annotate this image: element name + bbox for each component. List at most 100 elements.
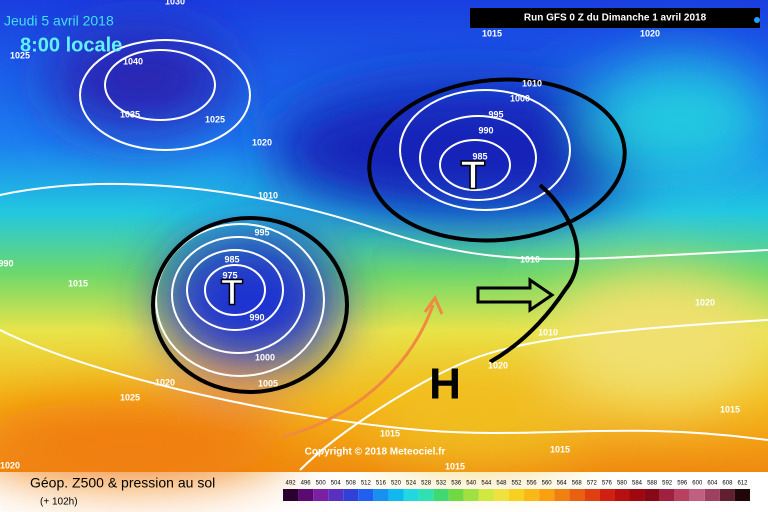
isobar-label: 1030 bbox=[165, 0, 185, 6]
legend-label: 580 bbox=[617, 481, 628, 487]
legend-label: 608 bbox=[722, 481, 733, 487]
isobar-label: 990 bbox=[478, 125, 493, 135]
isobar-label: 1020 bbox=[0, 460, 20, 470]
legend-swatch bbox=[674, 489, 690, 501]
legend-swatch bbox=[358, 489, 374, 501]
isobar-label: 1005 bbox=[258, 378, 278, 388]
isobar-label: 1015 bbox=[68, 278, 88, 288]
legend-swatch bbox=[584, 489, 600, 501]
isobar-label: 1025 bbox=[205, 114, 225, 124]
isobar-label: 1020 bbox=[640, 28, 660, 38]
legend-label: 560 bbox=[542, 481, 553, 487]
annotations bbox=[151, 77, 627, 439]
high-pressure: H bbox=[429, 360, 461, 409]
legend-swatch bbox=[388, 489, 404, 501]
isobar-label: 975 bbox=[222, 270, 237, 280]
legend-label: 588 bbox=[647, 481, 658, 487]
legend-swatch bbox=[328, 489, 344, 501]
isobar-label: 1020 bbox=[695, 297, 715, 307]
isobar-label: 1020 bbox=[155, 377, 175, 387]
legend-label: 612 bbox=[737, 481, 748, 487]
legend-swatch bbox=[629, 489, 645, 501]
legend-label: 528 bbox=[421, 481, 432, 487]
legend-label: 544 bbox=[481, 481, 492, 487]
legend-swatch bbox=[463, 489, 479, 501]
isobar-label: 1020 bbox=[488, 360, 508, 370]
legend-label: 536 bbox=[451, 481, 462, 487]
legend-swatch bbox=[689, 489, 705, 501]
legend-label: 584 bbox=[632, 481, 643, 487]
legend-swatch bbox=[524, 489, 540, 501]
legend-label: 568 bbox=[572, 481, 583, 487]
isobar-label: 1015 bbox=[482, 28, 502, 38]
legend-label: 564 bbox=[557, 481, 568, 487]
legend-swatch bbox=[298, 489, 314, 501]
isobar-label: 1015 bbox=[550, 444, 570, 454]
valid-date: Jeudi 5 avril 2018 bbox=[4, 13, 114, 29]
legend-swatch bbox=[493, 489, 509, 501]
isobar-label: 1015 bbox=[445, 461, 465, 471]
isobar-label: 1010 bbox=[538, 327, 558, 337]
legend-swatch bbox=[734, 489, 750, 501]
legend-label: 520 bbox=[391, 481, 402, 487]
legend-label: 548 bbox=[496, 481, 507, 487]
isobar-label: 990 bbox=[249, 312, 264, 322]
isobar-label: 995 bbox=[488, 109, 503, 119]
legend-swatch bbox=[719, 489, 735, 501]
legend-swatch bbox=[433, 489, 449, 501]
legend-swatch bbox=[539, 489, 555, 501]
isobar-label: 1020 bbox=[252, 137, 272, 147]
legend-swatch bbox=[373, 489, 389, 501]
legend-label: 492 bbox=[286, 481, 297, 487]
legend-label: 512 bbox=[361, 481, 372, 487]
legend-label: 596 bbox=[677, 481, 688, 487]
legend-swatch bbox=[283, 489, 299, 501]
legend-label: 500 bbox=[316, 481, 327, 487]
isobar-label: 1025 bbox=[120, 392, 140, 402]
geopotential-field bbox=[0, 30, 768, 480]
legend-swatch bbox=[343, 489, 359, 501]
legend-swatch bbox=[704, 489, 720, 501]
legend-swatch bbox=[644, 489, 660, 501]
low-pressure: T bbox=[221, 272, 243, 313]
legend-label: 600 bbox=[692, 481, 703, 487]
legend-swatch bbox=[554, 489, 570, 501]
legend-swatch bbox=[659, 489, 675, 501]
isobars bbox=[0, 39, 768, 471]
isobar-label: 985 bbox=[472, 151, 487, 161]
legend-swatch bbox=[418, 489, 434, 501]
footer-title: Géop. Z500 & pression au sol bbox=[30, 475, 215, 491]
legend-swatch bbox=[478, 489, 494, 501]
run-info: Run GFS 0 Z du Dimanche 1 avril 2018 bbox=[524, 13, 707, 24]
legend-swatch bbox=[599, 489, 615, 501]
isobar-label: 995 bbox=[254, 227, 269, 237]
low-pressure: T bbox=[461, 154, 485, 198]
legend-label: 604 bbox=[707, 481, 718, 487]
legend-label: 496 bbox=[301, 481, 312, 487]
isobar-label: 1035 bbox=[120, 109, 140, 119]
legend-label: 576 bbox=[602, 481, 613, 487]
copyright: Copyright © 2018 Meteociel.fr bbox=[305, 447, 446, 458]
legend-swatch bbox=[403, 489, 419, 501]
legend-label: 592 bbox=[662, 481, 673, 487]
legend-label: 504 bbox=[331, 481, 342, 487]
legend-swatch bbox=[448, 489, 464, 501]
legend-label: 556 bbox=[527, 481, 538, 487]
legend-label: 516 bbox=[376, 481, 387, 487]
isobar-label: 985 bbox=[224, 254, 239, 264]
legend-label: 524 bbox=[406, 481, 417, 487]
isobar-label: 1010 bbox=[258, 190, 278, 200]
legend-label: 540 bbox=[466, 481, 477, 487]
isobar-label: 1040 bbox=[123, 56, 143, 66]
isobar-label: 1010 bbox=[520, 254, 540, 264]
legend-swatch bbox=[508, 489, 525, 501]
isobar-label: 1000 bbox=[510, 93, 530, 103]
legend-label: 552 bbox=[511, 481, 522, 487]
legend-label: 532 bbox=[436, 481, 447, 487]
legend-label: 572 bbox=[587, 481, 598, 487]
isobar-label: 1015 bbox=[380, 428, 400, 438]
isobar-label: 1000 bbox=[255, 352, 275, 362]
legend-swatch bbox=[313, 489, 329, 501]
isobar-label: 1025 bbox=[10, 50, 30, 60]
